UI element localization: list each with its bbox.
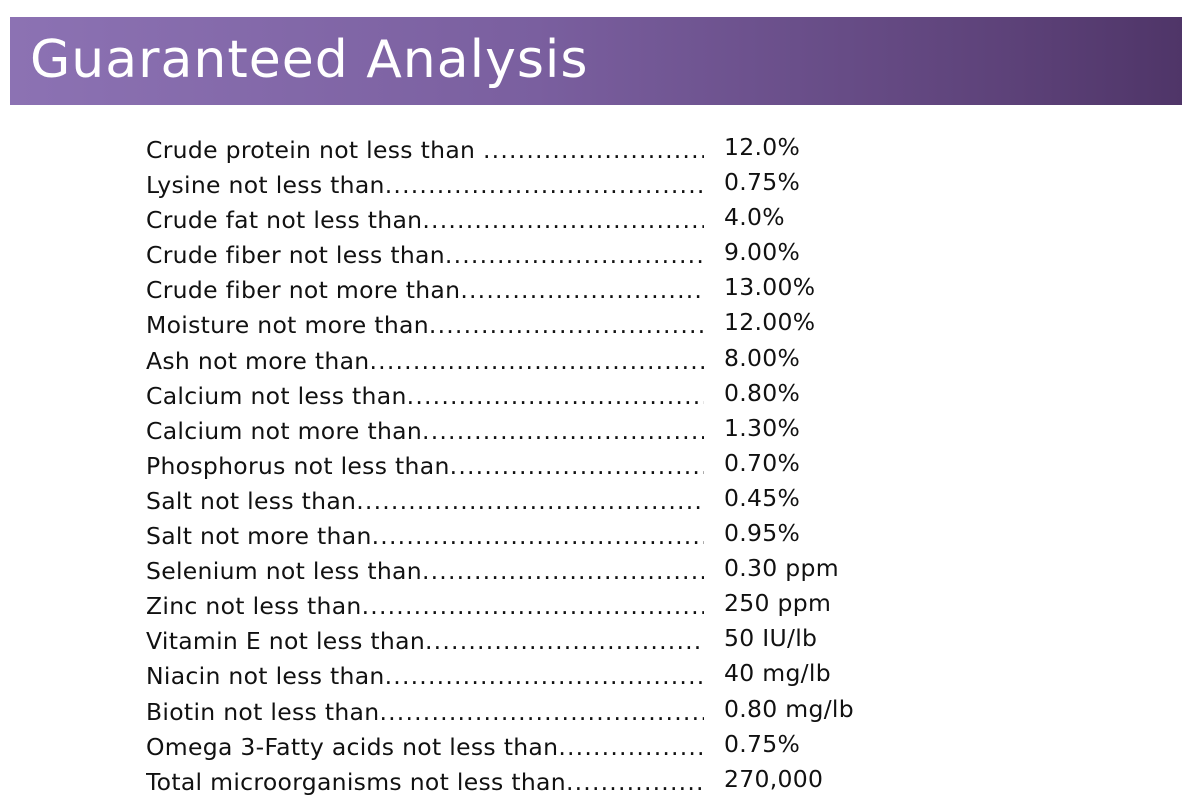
nutrient-value: 13.00% [724, 273, 816, 302]
dot-leader: ........................................… [565, 767, 704, 796]
nutrient-value: 50 IU/lb [724, 624, 818, 653]
row-label-cell: Phosphorus not less than................… [146, 449, 704, 484]
nutrient-value: 250 ppm [724, 589, 832, 618]
row-label-cell: Crude fat not less than.................… [146, 203, 704, 238]
nutrient-label: Zinc not less than [146, 592, 362, 621]
dot-leader: ........................................… [361, 592, 704, 621]
analysis-row-crude-protein-min: Crude protein not less than ............… [146, 133, 906, 168]
row-label-cell: Ash not more than.......................… [146, 344, 704, 379]
nutrient-label: Niacin not less than [146, 662, 385, 691]
row-label-cell: Vitamin E not less than.................… [146, 624, 704, 659]
dot-leader: ........................................… [384, 662, 704, 691]
analysis-row-crude-fat-min: Crude fat not less than.................… [146, 203, 906, 238]
row-label-cell: Salt not less than......................… [146, 484, 704, 519]
analysis-row-crude-fiber-max: Crude fiber not more than...............… [146, 273, 906, 308]
dot-leader: ........................................… [369, 346, 705, 375]
row-label-cell: Salt not more than......................… [146, 519, 704, 554]
analysis-row-moisture-max: Moisture not more than..................… [146, 308, 906, 343]
analysis-row-niacin-min: Niacin not less than....................… [146, 659, 906, 694]
nutrient-value: 270,000 [724, 764, 824, 793]
nutrient-label: Moisture not more than [146, 311, 429, 340]
analysis-row-selenium-min: Selenium not less than..................… [146, 554, 906, 589]
nutrient-value: 12.0% [724, 133, 801, 161]
analysis-row-omega-3-min: Omega 3-Fatty acids not less than.......… [146, 730, 906, 765]
nutrient-label: Crude protein not less than [146, 136, 483, 164]
nutrient-value: 0.70% [724, 448, 801, 477]
row-label-cell: Niacin not less than....................… [146, 659, 704, 694]
header-banner: Guaranteed Analysis [10, 17, 1182, 105]
row-label-cell: Lysine not less than....................… [146, 168, 704, 203]
nutrient-label: Crude fiber not less than [146, 241, 445, 270]
nutrient-value: 0.45% [724, 483, 801, 512]
dot-leader: ........................................… [356, 486, 704, 515]
nutrient-value: 4.0% [724, 203, 785, 232]
nutrient-label: Selenium not less than [146, 557, 422, 586]
analysis-row-calcium-max: Calcium not more than...................… [146, 414, 906, 449]
nutrient-value: 0.30 ppm [724, 554, 839, 583]
dot-leader: ........................................… [483, 136, 704, 164]
page-title: Guaranteed Analysis [30, 30, 589, 90]
nutrient-label: Omega 3-Fatty acids not less than [146, 732, 559, 761]
nutrient-label: Vitamin E not less than [146, 627, 426, 656]
analysis-row-ash-max: Ash not more than.......................… [146, 344, 906, 379]
dot-leader: ........................................… [371, 522, 704, 551]
row-label-cell: Calcium not more than...................… [146, 414, 704, 449]
row-label-cell: Zinc not less than......................… [146, 589, 704, 624]
nutrient-value: 0.80 mg/lb [724, 694, 854, 723]
row-label-cell: Selenium not less than..................… [146, 554, 704, 589]
nutrient-value: 1.30% [724, 413, 801, 442]
nutrient-value: 0.95% [724, 519, 801, 548]
dot-leader: ........................................… [444, 241, 704, 270]
nutrient-value: 40 mg/lb [724, 659, 831, 688]
row-label-cell: Omega 3-Fatty acids not less than.......… [146, 730, 704, 765]
analysis-row-crude-fiber-min: Crude fiber not less than...............… [146, 238, 906, 273]
analysis-row-lysine-min: Lysine not less than....................… [146, 168, 906, 203]
nutrient-label: Biotin not less than [146, 697, 380, 726]
dot-leader: ........................................… [428, 311, 704, 340]
row-label-cell: Total microorganisms not less than......… [146, 765, 704, 800]
dot-leader: ........................................… [558, 732, 704, 761]
analysis-row-salt-max: Salt not more than......................… [146, 519, 906, 554]
analysis-row-vitamin-e-min: Vitamin E not less than.................… [146, 624, 906, 659]
dot-leader: ........................................… [406, 381, 704, 410]
nutrient-value: 0.75% [724, 168, 801, 197]
dot-leader: ........................................… [425, 627, 704, 656]
analysis-row-salt-min: Salt not less than......................… [146, 484, 906, 519]
nutrient-value: 9.00% [724, 238, 801, 267]
row-label-cell: Crude fiber not less than...............… [146, 238, 704, 273]
dot-leader: ........................................… [421, 557, 704, 586]
nutrient-value: 0.80% [724, 378, 801, 407]
dot-leader: ........................................… [422, 206, 704, 235]
nutrient-label: Total microorganisms not less than [146, 767, 566, 796]
nutrient-value: 8.00% [724, 343, 801, 372]
guaranteed-analysis-list: Crude protein not less than ............… [146, 133, 906, 800]
nutrient-label: Phosphorus not less than [146, 451, 450, 480]
nutrient-value: 12.00% [724, 308, 816, 337]
nutrient-value: 0.75% [724, 729, 801, 758]
dot-leader: ........................................… [460, 276, 704, 305]
analysis-row-microorganisms-min: Total microorganisms not less than......… [146, 765, 906, 800]
dot-leader: ........................................… [384, 171, 704, 200]
nutrient-label: Calcium not less than [146, 381, 407, 410]
analysis-row-biotin-min: Biotin not less than....................… [146, 695, 906, 730]
analysis-row-phosphorus-min: Phosphorus not less than................… [146, 449, 906, 484]
analysis-row-zinc-min: Zinc not less than......................… [146, 589, 906, 624]
nutrient-label: Salt not less than [146, 486, 357, 515]
nutrient-label: Calcium not more than [146, 416, 423, 445]
nutrient-label: Salt not more than [146, 522, 372, 551]
nutrient-label: Crude fiber not more than [146, 276, 461, 305]
row-label-cell: Biotin not less than....................… [146, 695, 704, 730]
dot-leader: ........................................… [422, 416, 704, 445]
dot-leader: ........................................… [379, 697, 704, 726]
dot-leader: ........................................… [449, 451, 704, 480]
row-label-cell: Crude fiber not more than...............… [146, 273, 704, 308]
nutrient-label: Ash not more than [146, 346, 370, 375]
row-label-cell: Calcium not less than...................… [146, 379, 704, 414]
row-label-cell: Moisture not more than..................… [146, 308, 704, 343]
nutrient-label: Lysine not less than [146, 171, 385, 200]
nutrient-label: Crude fat not less than [146, 206, 423, 235]
analysis-row-calcium-min: Calcium not less than...................… [146, 379, 906, 414]
row-label-cell: Crude protein not less than ............… [146, 133, 704, 168]
